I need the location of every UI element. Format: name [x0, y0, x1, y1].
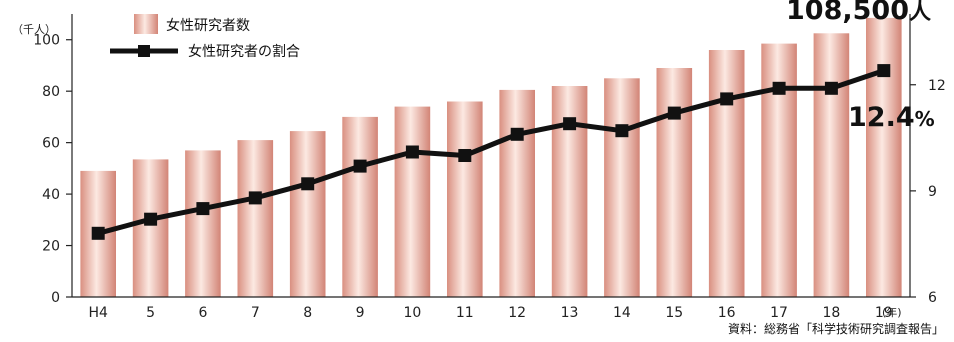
ratio-point-8 [301, 177, 315, 191]
x-tick-label-10: 10 [404, 305, 422, 321]
x-tick-label-16: 16 [718, 305, 736, 321]
count-callout-unit: 人 [909, 0, 931, 25]
source-note: 資料：総務省「科学技術研究調査報告」 [728, 321, 944, 336]
bar-14 [604, 78, 640, 297]
left-axis-ticks: 0 20 40 60 80 100 [33, 33, 72, 306]
x-tick-label-15: 15 [665, 305, 683, 321]
x-tick-label-17: 17 [770, 305, 788, 321]
bar-15 [656, 68, 693, 297]
ratio-point-9 [353, 159, 367, 173]
bar-12 [499, 89, 535, 298]
bar-6 [185, 150, 221, 297]
bar-11 [447, 101, 483, 297]
bar-10 [394, 106, 431, 297]
left-tick-label: 60 [42, 136, 60, 152]
ratio-point-13 [563, 117, 577, 131]
legend-line-marker [138, 45, 150, 57]
ratio-point-6 [196, 202, 210, 216]
bar-16 [708, 50, 745, 297]
legend-bar-label: 女性研究者数 [166, 17, 250, 34]
ratio-callout-unit: % [915, 107, 935, 131]
x-axis-ticks: H4 5 6 7 8 9 10 11 12 13 14 15 16 17 18 19 [88, 305, 892, 321]
legend: 女性研究者数 女性研究者の割合 [110, 14, 300, 60]
left-tick-label: 40 [42, 187, 60, 203]
right-tick-label: 6 [928, 290, 937, 306]
line-layer [91, 64, 891, 240]
left-tick-label: 100 [33, 33, 60, 49]
ratio-point-H4 [91, 226, 105, 240]
left-tick-label: 20 [42, 239, 60, 255]
bars-layer [80, 17, 902, 298]
ratio-point-10 [405, 145, 419, 159]
bar-9 [342, 116, 378, 298]
ratio-point-17 [772, 81, 786, 95]
x-tick-label-18: 18 [823, 305, 841, 321]
x-axis-unit-label: (年) [882, 305, 902, 319]
left-tick-label: 80 [42, 84, 60, 100]
x-tick-label-14: 14 [613, 305, 631, 321]
x-tick-label-13: 13 [561, 305, 579, 321]
legend-bar-swatch [134, 14, 158, 34]
left-tick-label: 0 [51, 290, 60, 306]
bar-19 [866, 17, 902, 298]
ratio-point-12 [510, 127, 524, 141]
bar-8 [289, 131, 326, 297]
x-tick-label-12: 12 [508, 305, 526, 321]
right-tick-label: 12 [928, 78, 946, 94]
ratio-point-16 [720, 92, 734, 106]
ratio-point-18 [824, 81, 838, 95]
x-tick-label-19: 19 [875, 305, 893, 321]
right-tick-label: 9 [928, 184, 937, 200]
x-tick-label-11: 11 [456, 305, 474, 321]
bar-7 [237, 140, 274, 297]
bar-18 [813, 33, 850, 298]
ratio-point-15 [667, 106, 681, 120]
ratio-point-11 [458, 149, 472, 162]
ratio-line [97, 68, 885, 236]
ratio-point-14 [615, 124, 629, 138]
x-tick-label-8: 8 [303, 305, 312, 321]
right-axis-ticks: 6 9 12 [910, 78, 946, 306]
ratio-callout: 12.4% [848, 102, 935, 133]
x-tick-label-H4: H4 [88, 305, 108, 321]
x-tick-label-7: 7 [251, 305, 260, 321]
count-callout: 108,500人 [786, 0, 931, 26]
ratio-callout-value: 12.4 [848, 102, 915, 133]
bar-17 [761, 43, 797, 297]
count-callout-value: 108,500 [786, 0, 909, 26]
x-tick-label-6: 6 [198, 305, 207, 321]
x-tick-label-5: 5 [146, 305, 155, 321]
ratio-point-7 [248, 191, 262, 205]
legend-line-label: 女性研究者の割合 [188, 43, 300, 60]
ratio-point-19 [877, 64, 891, 78]
bar-5 [132, 159, 169, 297]
x-tick-label-9: 9 [356, 305, 365, 321]
left-axis-unit-label: （千人） [12, 23, 56, 36]
ratio-point-5 [144, 212, 158, 226]
